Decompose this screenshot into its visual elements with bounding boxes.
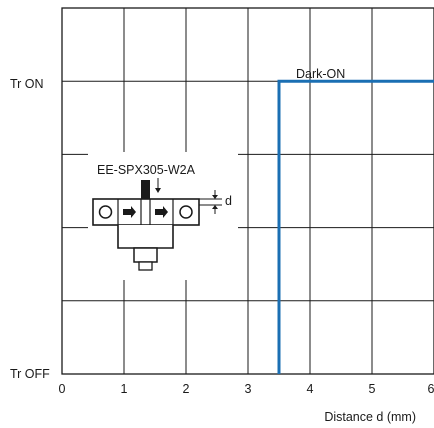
mount-hole-right-icon xyxy=(179,205,193,219)
sensor-body xyxy=(92,198,200,226)
mount-hole-left-icon xyxy=(98,205,113,219)
sensor-connector-tip xyxy=(138,261,153,271)
x-axis-label: Distance d (mm) xyxy=(324,410,416,424)
series-label-dark-on: Dark-ON xyxy=(296,67,345,81)
inset-model-label: EE-SPX305-W2A xyxy=(97,163,196,177)
x-tick-label: 6 xyxy=(428,382,434,396)
dim-arrowhead-upper xyxy=(212,195,218,199)
x-tick-label: 3 xyxy=(245,382,252,396)
x-tick-label: 1 xyxy=(121,382,128,396)
x-tick-label: 5 xyxy=(369,382,376,396)
receiver-arrow-icon xyxy=(155,206,168,218)
sensor-diagram: EE-SPX305-W2A d xyxy=(88,152,238,280)
model-leader-arrow xyxy=(155,188,161,193)
plot-frame xyxy=(61,7,434,375)
series-layer xyxy=(277,79,434,374)
sensor-base xyxy=(117,225,174,249)
inset-dimension-label: d xyxy=(225,194,232,208)
y-label-tr-on: Tr ON xyxy=(10,77,44,91)
sensor-connector xyxy=(133,247,158,263)
x-tick-label: 4 xyxy=(307,382,314,396)
x-tick-label: 0 xyxy=(59,382,66,396)
sensor-flag-bar xyxy=(141,180,150,206)
x-tick-labels: 0 1 2 3 4 5 6 xyxy=(59,382,434,396)
dim-arrowhead-lower xyxy=(212,205,218,209)
y-label-tr-off: Tr OFF xyxy=(10,367,50,381)
x-tick-label: 2 xyxy=(183,382,190,396)
emitter-arrow-icon xyxy=(123,206,136,218)
series-line-dark-on xyxy=(277,79,434,374)
